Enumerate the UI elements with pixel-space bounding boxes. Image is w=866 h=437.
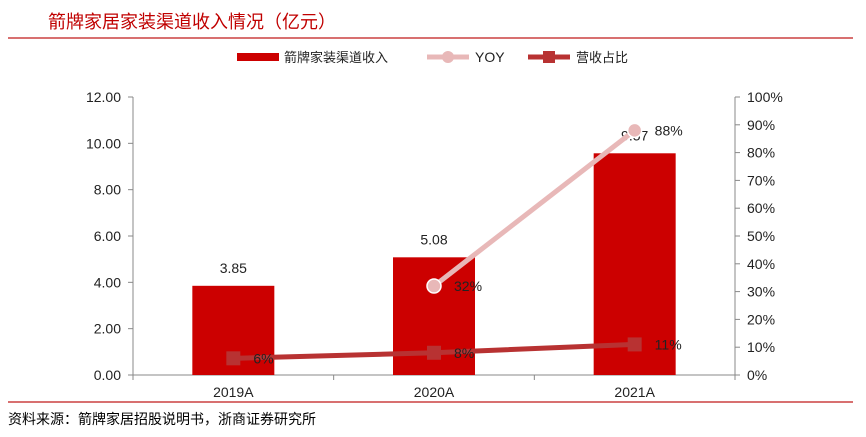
right-tick-label: 90% bbox=[747, 117, 775, 133]
legend-marker-share bbox=[543, 51, 555, 63]
left-tick-label: 2.00 bbox=[94, 321, 121, 337]
left-tick-label: 10.00 bbox=[86, 135, 121, 151]
left-tick-label: 0.00 bbox=[94, 367, 121, 383]
yoy-label: 88% bbox=[655, 122, 683, 138]
right-tick-label: 100% bbox=[747, 89, 783, 105]
legend-label: YOY bbox=[475, 49, 505, 65]
x-tick-label: 2020A bbox=[414, 384, 455, 400]
top-divider bbox=[8, 37, 853, 39]
yoy-point bbox=[626, 122, 643, 139]
share-label: 6% bbox=[253, 350, 273, 366]
right-tick-label: 10% bbox=[747, 339, 775, 355]
bottom-divider bbox=[8, 401, 853, 403]
x-tick-label: 2019A bbox=[213, 384, 254, 400]
left-tick-label: 8.00 bbox=[94, 182, 121, 198]
bar-label: 3.85 bbox=[220, 260, 247, 276]
right-tick-label: 70% bbox=[747, 172, 775, 188]
right-tick-label: 50% bbox=[747, 228, 775, 244]
x-tick-label: 2021A bbox=[614, 384, 655, 400]
legend-label: 营收占比 bbox=[576, 50, 628, 65]
right-tick-label: 20% bbox=[747, 311, 775, 327]
right-tick-label: 30% bbox=[747, 284, 775, 300]
chart-title: 箭牌家居家装渠道收入情况（亿元） bbox=[48, 12, 336, 33]
bar-label: 5.08 bbox=[420, 231, 447, 247]
share-label: 8% bbox=[454, 345, 474, 361]
right-tick-label: 60% bbox=[747, 200, 775, 216]
yoy-line bbox=[432, 128, 637, 289]
source-note: 资料来源：箭牌家居招股说明书，浙商证券研究所 bbox=[8, 412, 316, 428]
legend-swatch-bar bbox=[237, 53, 279, 61]
right-tick-label: 0% bbox=[747, 367, 767, 383]
share-point bbox=[226, 351, 241, 366]
share-point bbox=[427, 345, 441, 360]
legend-marker-yoy bbox=[442, 51, 454, 63]
chart: 0.00 2.00 4.00 6.00 8.00 10.00 12.00 0% 10% 20% 30… bbox=[86, 49, 783, 400]
yoy-point bbox=[426, 278, 442, 294]
right-tick-label: 80% bbox=[747, 145, 775, 161]
left-tick-label: 4.00 bbox=[94, 274, 121, 290]
share-label: 11% bbox=[655, 336, 682, 352]
share-point bbox=[627, 337, 642, 352]
yoy-label: 32% bbox=[454, 278, 482, 294]
left-tick-label: 6.00 bbox=[94, 228, 121, 244]
left-tick-label: 12.00 bbox=[86, 89, 121, 105]
right-tick-label: 40% bbox=[747, 256, 775, 272]
legend-label: 箭牌家装渠道收入 bbox=[284, 50, 388, 65]
